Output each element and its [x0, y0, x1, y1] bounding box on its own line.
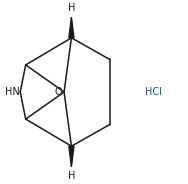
Text: HN: HN — [5, 87, 19, 97]
Polygon shape — [69, 17, 74, 38]
Polygon shape — [69, 146, 74, 167]
Text: H: H — [68, 171, 75, 181]
Text: H: H — [68, 3, 75, 13]
Text: HCl: HCl — [145, 87, 162, 97]
Text: O: O — [55, 87, 62, 97]
